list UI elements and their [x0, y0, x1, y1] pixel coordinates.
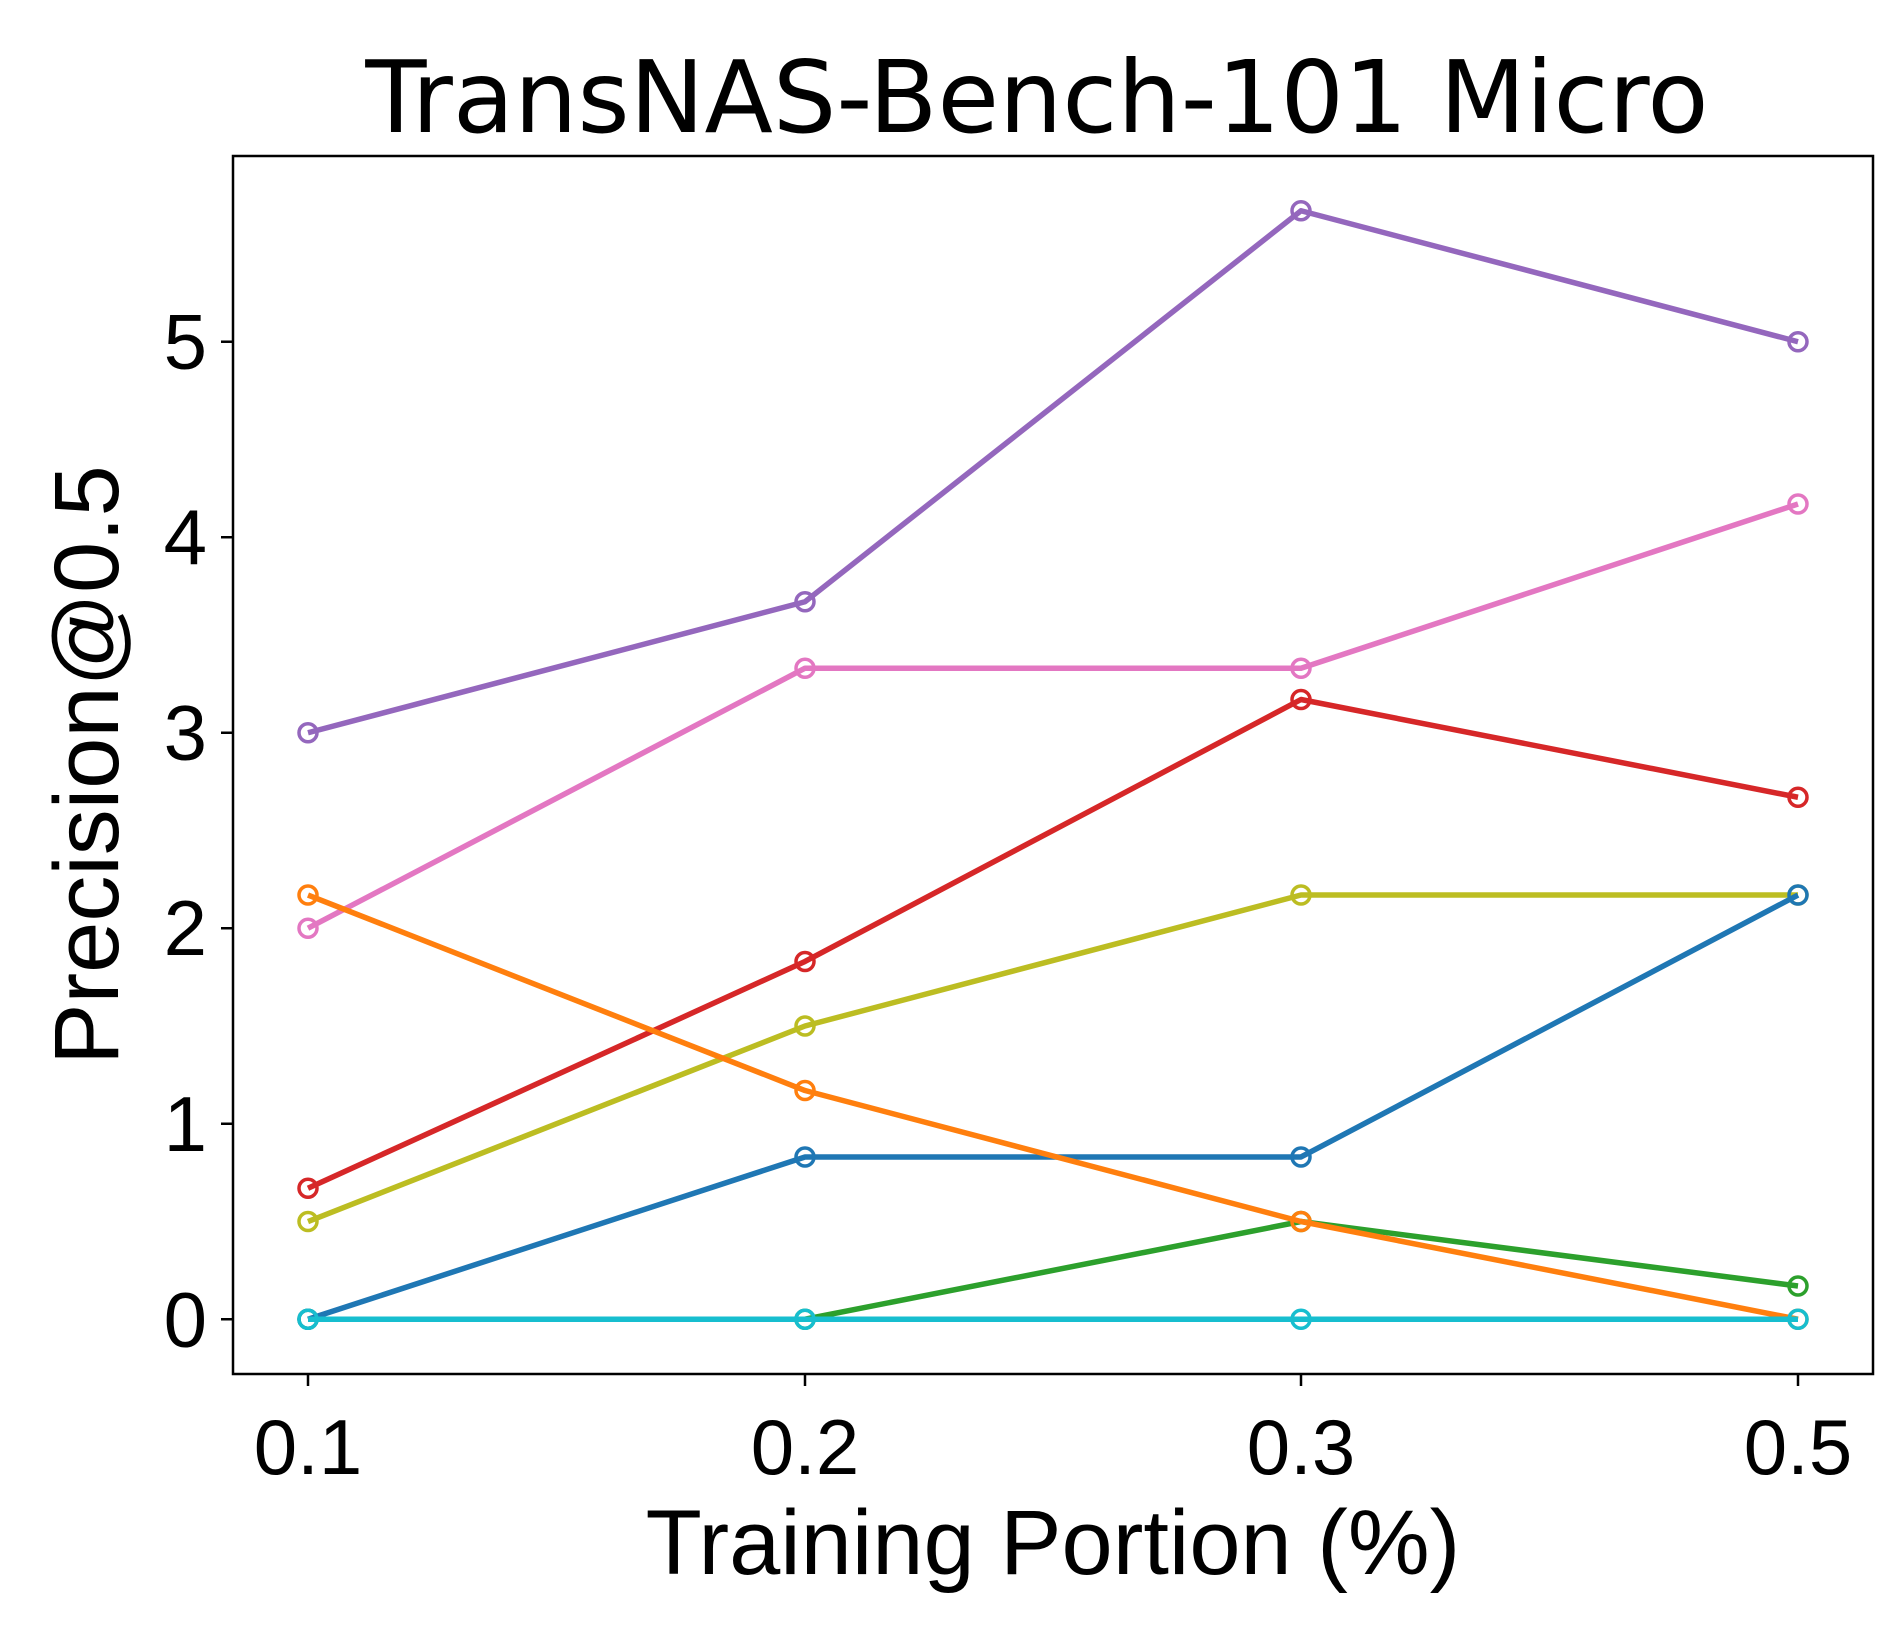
data-point-purple-0.3	[1290, 199, 1312, 222]
series-line-red	[306, 696, 1799, 1191]
data-point-red-0.1	[297, 1177, 319, 1200]
data-point-blue-0.3	[1290, 1146, 1312, 1168]
y-tick-label: 0	[164, 1275, 207, 1363]
data-point-red-0.5	[1787, 786, 1809, 809]
data-point-orange-0.2	[794, 1079, 816, 1102]
series-red	[297, 688, 1809, 1200]
data-point-purple-0.2	[794, 591, 816, 613]
y-tick-label: 4	[164, 493, 207, 581]
series-olive	[297, 884, 1809, 1233]
plot-frame	[231, 154, 1875, 1376]
series-line-pink	[306, 501, 1799, 931]
data-point-pink-0.1	[297, 917, 319, 939]
y-tick-label: 2	[164, 884, 207, 972]
data-point-orange-0.1	[297, 884, 319, 906]
x-axis-label: Training Portion (%)	[646, 1492, 1461, 1594]
data-point-pink-0.5	[1787, 493, 1809, 515]
y-axis: 0 1 2 3 4 5	[164, 298, 233, 1363]
y-tick-label: 5	[164, 298, 207, 386]
data-point-pink-0.2	[794, 657, 816, 679]
chart-title: TransNAS-Bench-101 Micro	[364, 39, 1708, 156]
data-point-cyan-0.5	[1787, 1308, 1809, 1331]
series-line-orange	[306, 892, 1799, 1322]
data-point-olive-0.2	[794, 1015, 816, 1037]
series-layer	[297, 199, 1809, 1331]
data-point-purple-0.1	[297, 721, 319, 744]
y-tick-label: 1	[164, 1080, 207, 1168]
data-point-red-0.2	[794, 950, 816, 973]
x-tick-label: 0.3	[1247, 1403, 1355, 1491]
series-cyan	[297, 1308, 1809, 1331]
data-point-green-0.5	[1787, 1275, 1809, 1297]
data-point-olive-0.3	[1290, 884, 1312, 906]
series-line-purple	[307, 207, 1799, 736]
data-point-purple-0.5	[1787, 330, 1809, 353]
series-pink	[297, 493, 1809, 939]
x-tick-label: 0.1	[254, 1403, 362, 1491]
data-point-pink-0.3	[1290, 657, 1312, 679]
series-line-green	[308, 1218, 1799, 1323]
series-orange	[297, 884, 1809, 1331]
data-point-orange-0.3	[1290, 1210, 1312, 1233]
series-line-olive	[306, 892, 1798, 1225]
data-point-red-0.3	[1290, 688, 1312, 711]
y-axis-label: Precision@0.5	[36, 465, 138, 1065]
y-tick-label: 3	[164, 689, 207, 777]
series-purple	[297, 199, 1809, 744]
data-point-cyan-0.3	[1290, 1308, 1312, 1331]
series-blue	[297, 884, 1809, 1331]
data-point-cyan-0.1	[297, 1308, 319, 1331]
x-axis: 0.1 0.2 0.3 0.5	[254, 1374, 1852, 1491]
series-green	[297, 1210, 1809, 1331]
data-point-blue-0.5	[1787, 884, 1809, 906]
data-point-cyan-0.2	[794, 1308, 816, 1331]
data-point-olive-0.1	[297, 1210, 319, 1233]
x-tick-label: 0.5	[1744, 1403, 1852, 1491]
x-tick-label: 0.2	[751, 1403, 859, 1491]
data-point-blue-0.2	[794, 1146, 816, 1168]
